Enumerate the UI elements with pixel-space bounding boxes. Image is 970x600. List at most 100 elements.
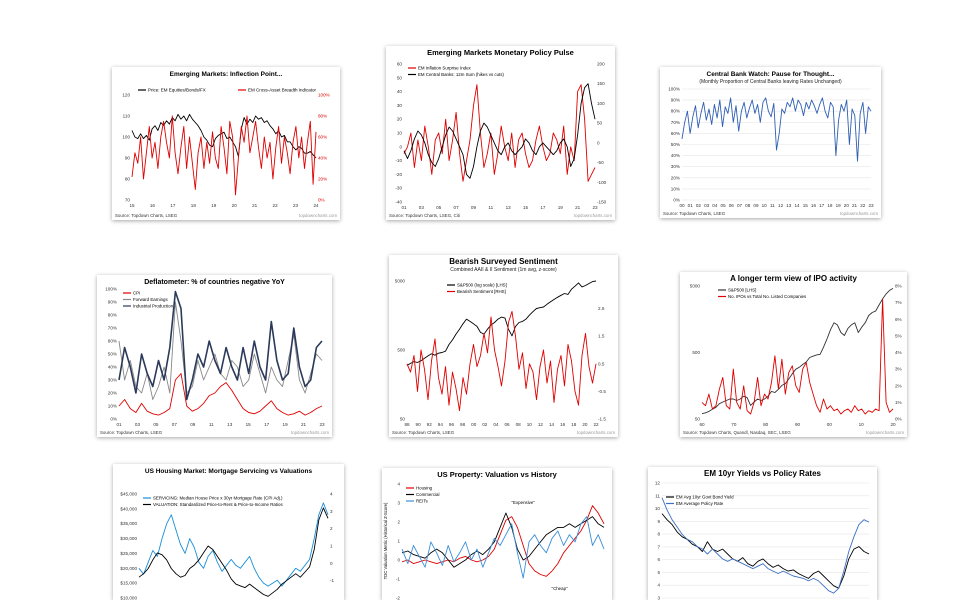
y2-tick-label: 1.5 — [598, 334, 605, 339]
y2-tick-label: -0.5 — [598, 389, 606, 394]
y-tick-label: 20% — [671, 175, 680, 180]
x-tick-label: 22 — [860, 203, 866, 208]
source-note: Source: Topdown Charts, LSEG — [663, 211, 726, 216]
chart-subtitle: Combined AAII & II Sentiment (1m avg, z-… — [450, 267, 557, 273]
chart-title: Bearish Surveyed Sentiment — [449, 257, 558, 266]
y-tick-label: 50% — [108, 352, 117, 357]
y-tick-label: 50 — [397, 75, 403, 80]
x-tick-label: 80 — [763, 422, 769, 427]
x-tick-label: 18 — [571, 422, 577, 427]
y-tick-label: 12 — [655, 481, 661, 486]
x-tick-label: 03 — [135, 422, 141, 427]
x-tick-label: 08 — [745, 203, 751, 208]
x-tick-label: 22 — [593, 422, 599, 427]
y2-tick-label: 0 — [597, 140, 600, 145]
x-tick-label: 96 — [449, 422, 455, 427]
y2-tick-label: 50 — [597, 121, 603, 126]
y-tick-label: 4 — [657, 583, 660, 588]
x-tick-label: 15 — [246, 422, 252, 427]
x-tick-label: 19 — [211, 203, 217, 208]
chart-svg-7: US Housing Market: Mortgage Servicing vs… — [120, 468, 334, 600]
x-tick-label: 09 — [753, 203, 759, 208]
y-tick-label: -1 — [396, 577, 401, 582]
y2-tick-label: 150 — [597, 81, 605, 86]
legend-label: EM Average Policy Rate — [676, 501, 724, 506]
y-tick-label: $15,000 — [120, 581, 137, 586]
legend-label: Industrial Production — [133, 304, 174, 309]
x-tick-label: 15 — [129, 203, 135, 208]
series-line-2 — [401, 512, 605, 568]
y-tick-label: $35,000 — [120, 521, 137, 526]
y2-tick-label: 200 — [597, 62, 605, 67]
chart-panel-3: Central Bank Watch: Pause for Thought...… — [660, 67, 881, 218]
x-tick-label: 04 — [712, 203, 718, 208]
x-tick-label: 17 — [170, 203, 176, 208]
y2-tick-label: 4% — [895, 350, 902, 355]
y2-tick-label: 100 — [597, 101, 605, 106]
y-tick-label: 30% — [108, 378, 117, 383]
y-tick-label: 3 — [397, 501, 400, 506]
y-tick-label: 6 — [657, 557, 660, 562]
y-tick-label: 70% — [671, 120, 680, 125]
x-tick-label: 07 — [454, 205, 460, 210]
y2-tick-label: -100 — [597, 180, 607, 185]
x-tick-label: 23 — [293, 203, 299, 208]
x-tick-label: 20 — [582, 422, 588, 427]
x-tick-label: 03 — [419, 205, 425, 210]
y-tick-label: -2 — [396, 596, 401, 600]
chart-svg-2: Emerging Markets Monetary Policy Pulse 60… — [389, 48, 612, 218]
y2-tick-label: 3% — [895, 367, 902, 372]
x-tick-label: 15 — [523, 205, 529, 210]
y-tick-label: 1 — [397, 539, 400, 544]
legend-label: Forward Earnings — [133, 297, 168, 302]
series-line-2 — [403, 83, 596, 179]
chart-title: Emerging Markets: Inflection Point... — [170, 71, 283, 78]
chart-panel-8: US Property: Valuation vs History 4 3 2 1 0 -1… — [382, 468, 612, 600]
y-tick-label: $10,000 — [120, 596, 137, 600]
series-line-1 — [701, 288, 894, 415]
x-tick-label: 15 — [803, 203, 809, 208]
y-tick-label: 2 — [397, 520, 400, 525]
x-tick-label: 22 — [273, 203, 279, 208]
legend-label: Commercial — [416, 492, 439, 497]
y2-tick-label: 0% — [895, 417, 902, 422]
y-tick-label: 50 — [695, 417, 701, 422]
annotation-label: "Expensive" — [512, 500, 536, 505]
x-tick-label: 11 — [209, 422, 214, 427]
y-tick-label: 0 — [397, 558, 400, 563]
chart-panel-4: Deflatometer: % of countries negative Yo… — [97, 275, 332, 437]
series-line-3 — [118, 290, 323, 401]
y2-tick-label: 20% — [318, 177, 327, 182]
legend-label: EM Avg 10yr Govt Bond Yield — [676, 495, 734, 500]
x-tick-label: 21 — [852, 203, 858, 208]
legend-label: S&P500 [LHS] — [728, 288, 756, 293]
y-tick-label: 90% — [108, 300, 117, 305]
series-line-3 — [401, 516, 605, 579]
series-line-2 — [131, 115, 317, 196]
x-tick-label: 11 — [488, 205, 493, 210]
legend-label: SERVICING: Median House Price x 30yr Mor… — [153, 496, 283, 501]
x-tick-label: 88 — [404, 422, 410, 427]
legend-label: No. IPOs vs Total No. Listed Companies — [728, 294, 807, 299]
y2-tick-label: 4 — [330, 492, 333, 497]
legend-label: CPI — [133, 291, 140, 296]
y-tick-label: 10 — [655, 506, 661, 511]
series-line-2 — [406, 310, 597, 412]
chart-title: Emerging Markets Monetary Policy Pulse — [427, 48, 574, 57]
x-tick-label: 05 — [721, 203, 727, 208]
y2-tick-label: 2% — [895, 383, 902, 388]
y-tick-label: 11 — [655, 493, 660, 498]
source-note: Source: Topdown Charts, LSEG — [100, 430, 163, 435]
y-tick-label: 8 — [657, 532, 660, 537]
y-tick-label: 70 — [125, 198, 131, 203]
x-tick-label: 23 — [868, 203, 874, 208]
y2-tick-label: 0% — [318, 198, 325, 203]
brand-label: topdowncharts.com — [840, 211, 878, 216]
legend-label: EM Central Banks: 12m Sum (hikes vs cuts… — [418, 72, 504, 77]
y-tick-label: -40 — [395, 200, 402, 205]
series-line-1 — [681, 97, 872, 162]
x-tick-label: 20 — [844, 203, 850, 208]
x-tick-label: 10 — [859, 422, 865, 427]
chart-panel-2: Emerging Markets Monetary Policy Pulse 60… — [386, 46, 615, 220]
y-tick-label: 80% — [671, 109, 680, 114]
